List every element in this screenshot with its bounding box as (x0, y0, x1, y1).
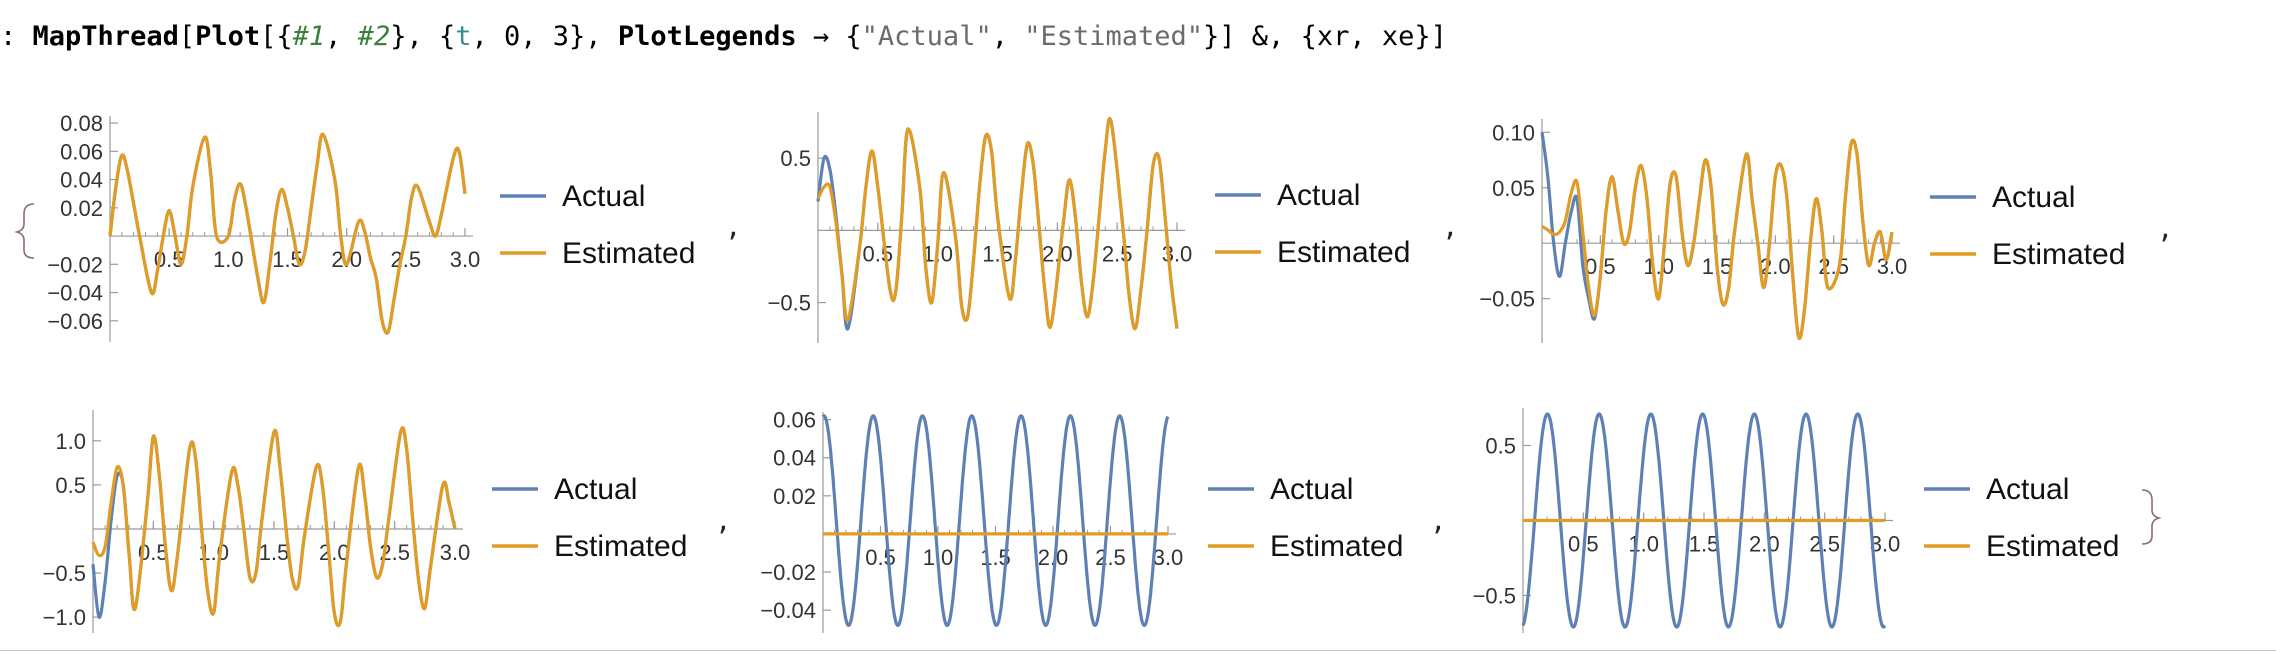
args-c: , 0, 3}, (471, 21, 618, 52)
series-line-actual (1521, 412, 1887, 629)
list-separator-1: , (728, 206, 738, 244)
list-separator-5: , (1433, 500, 1443, 538)
y-tick-label: 0.06 (60, 139, 103, 164)
legend-label-actual: Actual (554, 473, 637, 506)
legend-label-actual: Actual (1277, 179, 1360, 212)
legend-label-actual: Actual (562, 180, 645, 213)
x-tick-label: 2.0 (319, 540, 350, 565)
x-tick-label: 1.0 (1643, 254, 1674, 279)
y-tick-label: −0.02 (47, 252, 103, 277)
x-tick-label: 1.5 (982, 241, 1013, 266)
series-line-estimated (108, 132, 467, 335)
legend-label-actual: Actual (1270, 473, 1353, 506)
legend-label-estimated: Estimated (562, 237, 695, 270)
y-tick-label: 0.5 (780, 146, 811, 171)
y-tick-label: −1.0 (43, 605, 86, 630)
string-actual: "Actual" (861, 21, 992, 52)
sep-2: , (991, 21, 1025, 52)
x-tick-label: 1.5 (259, 540, 290, 565)
y-tick-label: 0.04 (60, 168, 103, 193)
y-tick-label: 0.02 (60, 196, 103, 221)
x-tick-label: 2.0 (331, 247, 362, 272)
series-line-estimated (816, 117, 1179, 331)
sep-1: , (325, 21, 358, 52)
y-tick-label: −0.05 (1479, 287, 1535, 312)
y-tick-label: −0.06 (47, 309, 103, 334)
cell-bottom-rule (0, 650, 2276, 651)
legend-label-estimated: Estimated (1992, 238, 2125, 271)
separators: ,,,,, (718, 206, 2170, 538)
y-tick-label: 1.0 (55, 429, 86, 454)
opt-plotlegends: PlotLegends (617, 21, 797, 52)
x-tick-label: 2.5 (1809, 532, 1840, 557)
slot-1: #1 (292, 21, 326, 52)
args-b: }, { (390, 21, 456, 52)
x-tick-label: 0.5 (863, 241, 894, 266)
open-brace (14, 203, 35, 259)
string-estimated: "Estimated" (1024, 21, 1204, 52)
y-tick-label: −0.5 (1473, 584, 1516, 609)
fn-plot: Plot (195, 21, 261, 52)
args-a: [{ (260, 21, 293, 52)
y-tick-label: 0.05 (1492, 176, 1535, 201)
y-tick-label: −0.04 (760, 598, 816, 623)
x-tick-label: 2.0 (1042, 241, 1073, 266)
var-t: t (455, 21, 472, 52)
y-tick-label: 0.10 (1492, 120, 1535, 145)
legend-label-estimated: Estimated (1270, 530, 1403, 563)
x-tick-label: 2.5 (1095, 545, 1126, 570)
x-tick-label: 2.5 (391, 247, 422, 272)
cell-prompt: : (0, 21, 17, 52)
plots-layer: 0.5 1.0 1.5 2.0 2.5 3.0 −0.06 −0.04 −0.02 0.02 0.0… (43, 111, 2125, 633)
plot-1: 0.5 1.0 1.5 2.0 2.5 3.0−0.06−0.04−0.020.020.0… (47, 111, 695, 342)
list-separator-4: , (718, 500, 728, 538)
fn-mapthread: MapThread (32, 21, 179, 52)
y-tick-label: 0.06 (773, 408, 816, 433)
bracket-open: [ (178, 21, 196, 52)
x-tick-label: 3.0 (440, 540, 471, 565)
plot-4: 0.5 1.0 1.5 2.0 2.5 3.0−1.0−0.50.51.0ActualEs… (43, 410, 687, 633)
y-tick-label: 0.08 (60, 111, 103, 136)
legend-label-estimated: Estimated (1986, 530, 2119, 563)
y-tick-label: −0.5 (43, 561, 86, 586)
list-separator-2: , (1445, 206, 1455, 244)
x-tick-label: 2.5 (1102, 241, 1133, 266)
legend-label-estimated: Estimated (554, 530, 687, 563)
y-tick-label: 0.04 (773, 446, 816, 471)
y-tick-label: 0.5 (55, 473, 86, 498)
plot-5: 0.5 1.0 1.5 2.0 2.5 3.0−0.04−0.020.020.040.06… (760, 408, 1403, 633)
legend-label-estimated: Estimated (1277, 236, 1410, 269)
y-tick-label: 0.5 (1485, 434, 1516, 459)
slot-2: #2 (357, 21, 391, 52)
list-separator-3: , (2160, 208, 2170, 246)
y-tick-label: 0.02 (773, 484, 816, 509)
x-tick-label: 3.0 (450, 247, 481, 272)
close-brace (2141, 489, 2162, 545)
x-tick-label: 3.0 (1870, 532, 1901, 557)
y-tick-label: −0.02 (760, 560, 816, 585)
y-tick-label: −0.5 (768, 291, 811, 316)
x-tick-label: 1.0 (1628, 532, 1659, 557)
x-tick-label: 2.0 (1749, 532, 1780, 557)
x-tick-label: 3.0 (1153, 545, 1184, 570)
arrow: → { (796, 21, 862, 52)
x-tick-label: 1.0 (213, 247, 244, 272)
x-tick-label: 0.5 (865, 545, 896, 570)
x-tick-label: 1.5 (1689, 532, 1720, 557)
series-line-actual (821, 414, 1170, 627)
legend-label-actual: Actual (1992, 181, 2075, 214)
series-line-estimated (91, 426, 457, 628)
x-tick-label: 2.0 (1760, 254, 1791, 279)
args-d: }] &, {xr, xe}] (1203, 21, 1447, 52)
series-line-estimated (1541, 138, 1894, 341)
legend-label-actual: Actual (1986, 473, 2069, 506)
y-tick-label: −0.04 (47, 281, 103, 306)
input-expression[interactable]: : MapThread[Plot[{#1, #2}, {t, 0, 3}, Pl… (0, 14, 1447, 60)
x-tick-label: 3.0 (1877, 254, 1908, 279)
plot-3: 0.5 1.0 1.5 2.0 2.5 3.0−0.050.050.10ActualEst… (1479, 119, 2125, 343)
